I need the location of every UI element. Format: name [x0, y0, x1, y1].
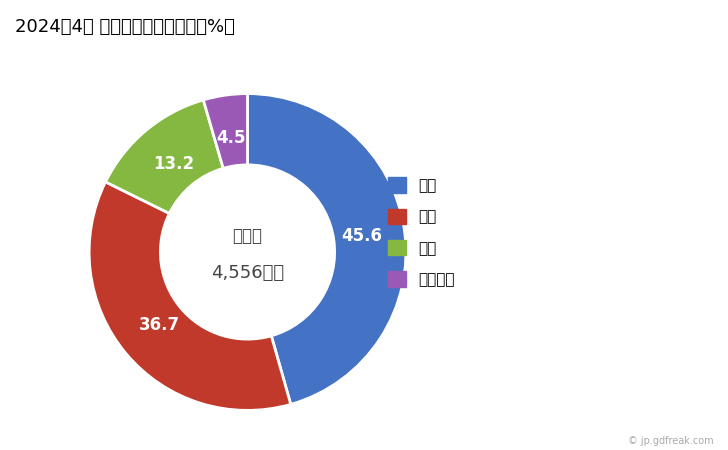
Text: 4.5: 4.5 [217, 129, 246, 147]
Wedge shape [248, 94, 406, 405]
Wedge shape [89, 182, 290, 410]
Text: 4,556万円: 4,556万円 [211, 264, 284, 282]
Wedge shape [203, 94, 248, 168]
Text: 45.6: 45.6 [341, 227, 381, 245]
Wedge shape [106, 100, 223, 213]
Text: 2024年4月 輸出相手国のシェア（%）: 2024年4月 輸出相手国のシェア（%） [15, 18, 234, 36]
Text: 36.7: 36.7 [139, 316, 180, 334]
Legend: 中国, タイ, 台湾, ベトナム: 中国, タイ, 台湾, ベトナム [382, 171, 461, 293]
Text: 13.2: 13.2 [153, 155, 194, 173]
Text: © jp.gdfreak.com: © jp.gdfreak.com [628, 436, 713, 446]
Text: 総　額: 総 額 [232, 227, 263, 245]
